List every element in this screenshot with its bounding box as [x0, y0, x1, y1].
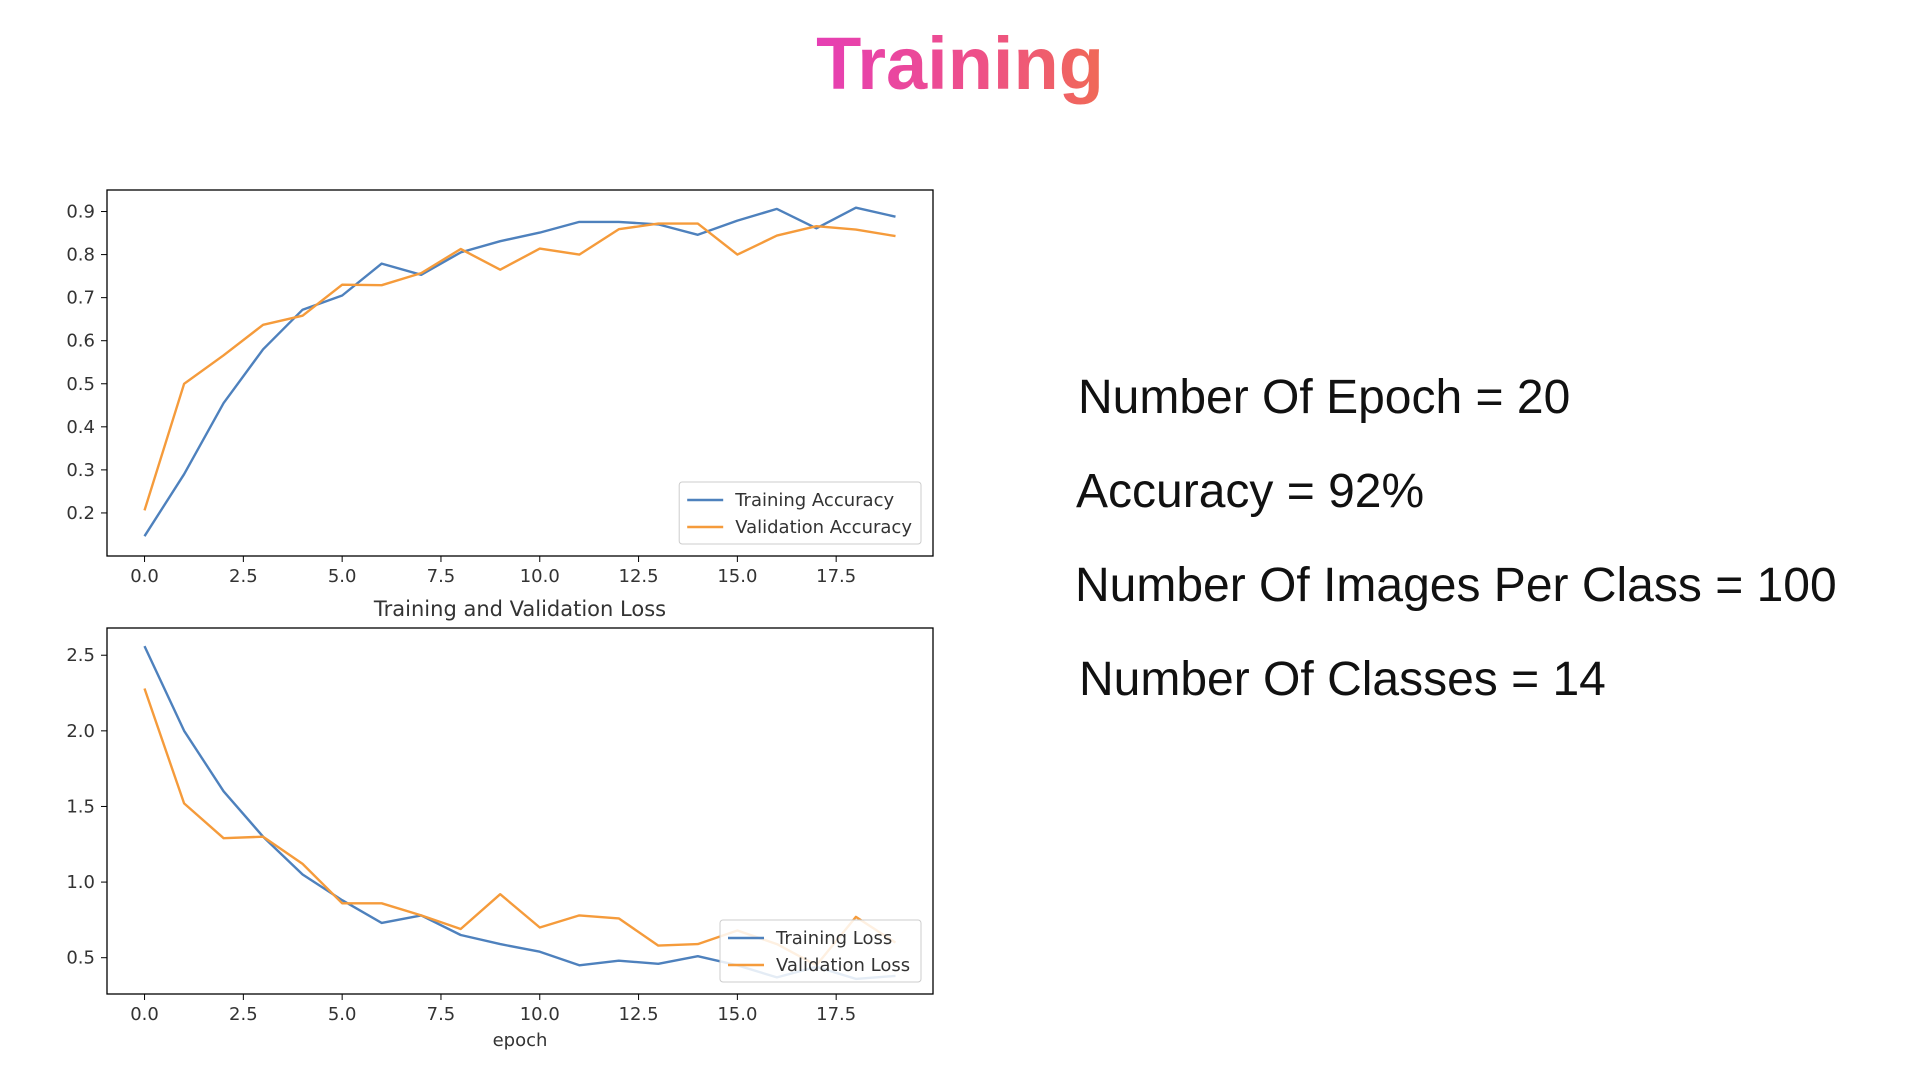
x-tick-label: 2.5: [229, 566, 258, 587]
stat-classes: Number Of Classes = 14: [1079, 653, 1606, 706]
legend-label: Validation Loss: [776, 955, 910, 976]
slide-title: Training: [816, 22, 1104, 105]
y-tick-label: 1.0: [66, 872, 95, 893]
legend-box: [678, 481, 922, 545]
charts-figure: 0.0 2.5 5.0 7.5 10.0 12.5 15.0 17.5 0.2 0.3 0.4 0.5…: [66, 189, 934, 1051]
stat-images-per-class: Number Of Images Per Class = 100: [1075, 559, 1837, 612]
accuracy-chart: 0.0 2.5 5.0 7.5 10.0 12.5 15.0 17.5 0.2 0.3 0.4 0.5…: [66, 189, 934, 587]
x-tick-label: 12.5: [619, 1004, 659, 1025]
x-tick-label: 10.0: [520, 566, 560, 587]
stat-accuracy: Accuracy = 92%: [1076, 465, 1425, 518]
loss-chart: Training and Validation Loss 0.0 2.5 5.0 7.5…: [66, 597, 934, 1051]
x-tick-label: 5.0: [328, 1004, 357, 1025]
x-tick-label: 7.5: [427, 1004, 456, 1025]
slide-title-container: Training: [0, 0, 1920, 106]
x-tick-label: 0.0: [130, 566, 159, 587]
x-axis-label: epoch: [493, 1030, 548, 1051]
legend-label: Validation Accuracy: [735, 517, 912, 538]
x-tick-label: 10.0: [520, 1004, 560, 1025]
y-tick-label: 2.5: [66, 645, 95, 666]
x-tick-label: 15.0: [717, 1004, 757, 1025]
x-tick-label: 15.0: [717, 566, 757, 587]
x-tick-label: 7.5: [427, 566, 456, 587]
x-tick-label: 12.5: [619, 566, 659, 587]
legend-label: Training Accuracy: [734, 490, 894, 511]
x-tick-label: 0.0: [130, 1004, 159, 1025]
y-tick-label: 1.5: [66, 796, 95, 817]
y-tick-label: 0.5: [66, 948, 95, 969]
legend-box: [719, 919, 922, 983]
y-tick-label: 0.6: [66, 331, 95, 352]
y-tick-label: 0.9: [66, 202, 95, 223]
stat-epochs: Number Of Epoch = 20: [1078, 371, 1571, 424]
y-tick-label: 0.3: [66, 460, 95, 481]
y-tick-label: 0.8: [66, 245, 95, 266]
y-tick-label: 0.5: [66, 374, 95, 395]
series-line-validation: [143, 222, 896, 511]
y-tick-label: 0.2: [66, 503, 95, 524]
plot-frame: [106, 189, 934, 557]
y-tick-label: 2.0: [66, 721, 95, 742]
x-tick-label: 17.5: [816, 566, 856, 587]
legend: Training Loss Validation Loss: [719, 919, 922, 983]
chart-title: Training and Validation Loss: [373, 597, 666, 621]
x-tick-label: 2.5: [229, 1004, 258, 1025]
y-tick-label: 0.7: [66, 288, 95, 309]
series-line-training: [143, 206, 896, 537]
x-tick-label: 5.0: [328, 566, 357, 587]
x-tick-label: 17.5: [816, 1004, 856, 1025]
y-tick-label: 0.4: [66, 417, 95, 438]
legend: Training Accuracy Validation Accuracy: [678, 481, 922, 545]
legend-label: Training Loss: [775, 928, 892, 949]
plot-frame: [106, 627, 934, 995]
